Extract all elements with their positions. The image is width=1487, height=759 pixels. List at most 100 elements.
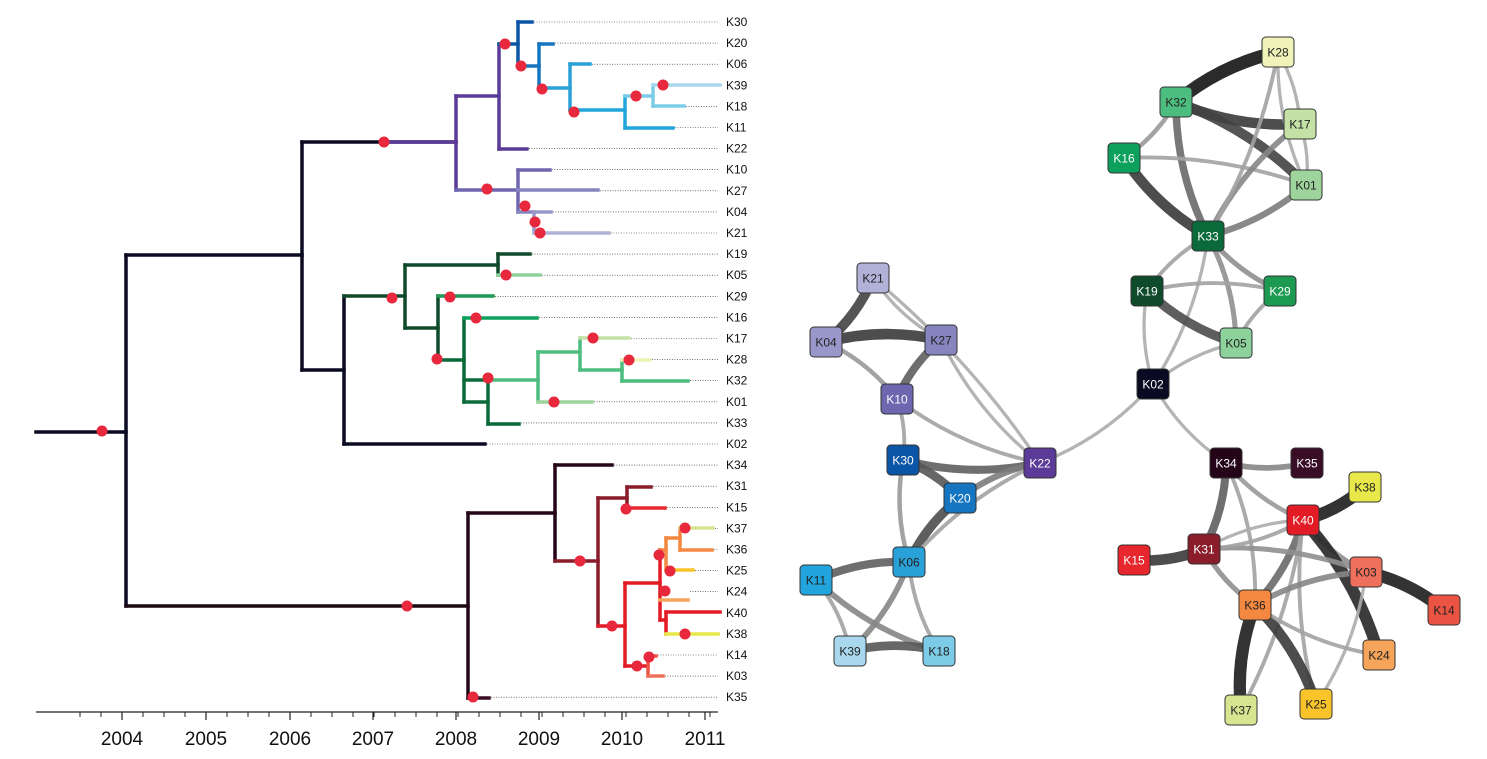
leaf-label-k02: K02 (726, 437, 748, 451)
node-box (1107, 142, 1141, 174)
node-marker (548, 396, 560, 408)
node-marker (534, 227, 546, 239)
node-box (1349, 556, 1383, 588)
node-marker (679, 628, 691, 640)
leaf-label-k31: K31 (726, 479, 748, 493)
leaf-label-k20: K20 (726, 36, 748, 50)
node-label: K33 (1197, 230, 1219, 244)
leaf-label-k35: K35 (726, 690, 748, 704)
node-box (1238, 589, 1272, 621)
network-node-k05: K05 (1219, 327, 1253, 359)
leaf-label-k28: K28 (726, 353, 748, 367)
leaf-label-k05: K05 (726, 268, 748, 282)
node-box (1261, 36, 1295, 68)
leaf-label-k39: K39 (726, 78, 748, 92)
node-label: K19 (1136, 285, 1158, 299)
leaf-label-k27: K27 (726, 184, 748, 198)
node-marker (386, 292, 398, 304)
network-edge-k02-k22 (1038, 382, 1155, 465)
node-box (1289, 169, 1323, 201)
leaf-label-k16: K16 (726, 310, 748, 324)
node-label: K37 (1230, 704, 1252, 718)
node-box (1299, 688, 1333, 720)
leaf-label-k06: K06 (726, 57, 748, 71)
node-label: K03 (1355, 566, 1377, 580)
network-edge-k33-k02 (1151, 234, 1210, 386)
network-node-k36: K36 (1238, 589, 1272, 621)
network-node-k35: K35 (1290, 447, 1324, 479)
leaf-label-k18: K18 (726, 99, 748, 113)
node-label: K35 (1296, 457, 1318, 471)
network-node-k20: K20 (943, 482, 977, 514)
leaf-label-k36: K36 (726, 543, 748, 557)
leaf-label-k04: K04 (726, 205, 748, 219)
node-label: K29 (1269, 285, 1291, 299)
node-marker (631, 660, 643, 672)
network-node-k11: K11 (799, 564, 833, 596)
network-node-k06: K06 (892, 546, 926, 578)
network-node-k01: K01 (1289, 169, 1323, 201)
leaf-label-k10: K10 (726, 163, 748, 177)
network-node-k18: K18 (922, 635, 956, 667)
node-label: K10 (886, 393, 908, 407)
node-marker (653, 549, 665, 561)
node-label: K06 (898, 556, 920, 570)
node-box (1209, 447, 1243, 479)
network-node-k16: K16 (1107, 142, 1141, 174)
network-node-k22: K22 (1023, 447, 1057, 479)
node-box (1023, 447, 1057, 479)
node-marker (657, 79, 669, 91)
network-node-k15: K15 (1117, 544, 1151, 576)
node-box (1136, 368, 1170, 400)
node-marker (536, 83, 548, 95)
node-label: K17 (1289, 118, 1311, 132)
leaf-label-k15: K15 (726, 500, 748, 514)
node-label: K27 (930, 334, 952, 348)
node-box (1191, 220, 1225, 252)
leaf-label-k38: K38 (726, 627, 748, 641)
year-label-2005: 2005 (185, 729, 227, 750)
node-marker (470, 312, 482, 324)
leaf-label-k11: K11 (726, 121, 747, 135)
leaf-label-k33: K33 (726, 416, 748, 430)
network-node-k24: K24 (1362, 639, 1396, 671)
node-box (1263, 275, 1297, 307)
leaf-label-k22: K22 (726, 142, 748, 156)
leaf-label-k29: K29 (726, 289, 748, 303)
node-box (1117, 544, 1151, 576)
node-box (1362, 639, 1396, 671)
network-edge-k21-k22 (871, 276, 1042, 465)
node-label: K28 (1267, 46, 1289, 60)
leaf-label-k21: K21 (726, 226, 748, 240)
node-box (1283, 108, 1317, 140)
leaf-label-k17: K17 (726, 332, 748, 346)
node-box (892, 546, 926, 578)
node-box (1224, 694, 1258, 726)
node-marker (500, 269, 512, 281)
node-marker (444, 291, 456, 303)
node-box (1348, 471, 1382, 503)
network-node-k17: K17 (1283, 108, 1317, 140)
node-label: K21 (862, 272, 884, 286)
node-box (1427, 594, 1461, 626)
node-label: K40 (1292, 514, 1314, 528)
network-node-k33: K33 (1191, 220, 1225, 252)
node-marker (481, 183, 493, 195)
node-label: K05 (1225, 337, 1247, 351)
leaf-label-k40: K40 (726, 606, 748, 620)
node-label: K39 (839, 645, 861, 659)
leaf-label-k03: K03 (726, 669, 748, 683)
node-marker (643, 651, 655, 663)
node-marker (664, 565, 676, 577)
node-label: K36 (1244, 599, 1266, 613)
node-label: K32 (1165, 96, 1187, 110)
node-label: K25 (1305, 698, 1327, 712)
node-label: K20 (949, 492, 971, 506)
node-box (880, 383, 914, 415)
node-marker (574, 555, 586, 567)
node-box (1286, 504, 1320, 536)
node-marker (568, 106, 580, 118)
network-node-k29: K29 (1263, 275, 1297, 307)
year-label-2011: 2011 (685, 729, 726, 750)
